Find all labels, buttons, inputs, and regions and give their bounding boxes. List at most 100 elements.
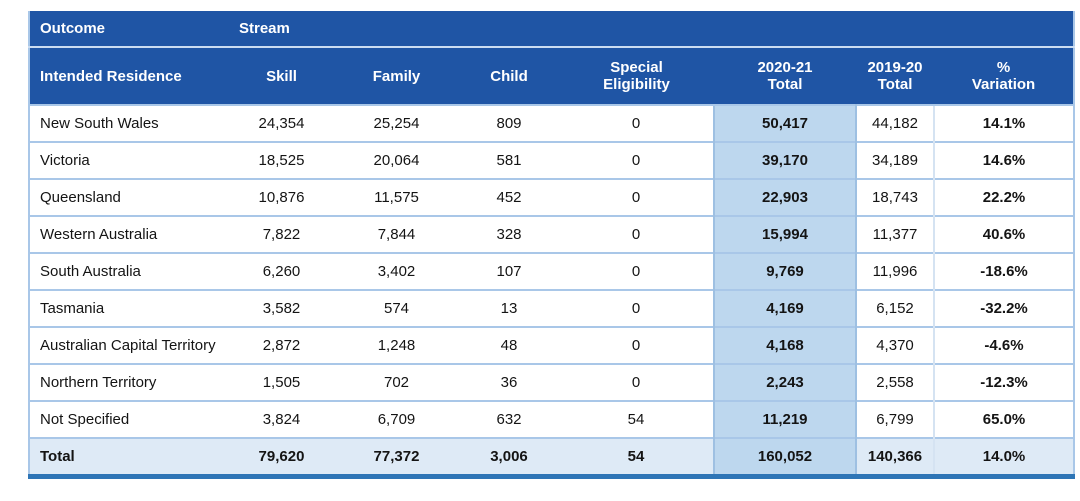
- cell-skill: 3,824: [229, 400, 334, 438]
- cell-special-eligibility: 0: [559, 178, 714, 216]
- column-header-special-eligibility: Special Eligibility: [559, 46, 714, 105]
- cell-family: 702: [334, 363, 459, 401]
- cell-2020-21-total: 9,769: [713, 252, 857, 290]
- cell-2019-20-total: 11,377: [856, 215, 934, 253]
- table-body: New South Wales 24,354 25,254 809 0 50,4…: [29, 104, 1075, 477]
- cell-2020-21-total: 4,168: [713, 326, 857, 364]
- cell-pct-variation: 14.6%: [932, 141, 1075, 179]
- cell-pct-variation: 65.0%: [932, 400, 1075, 438]
- cell-pct-variation: 40.6%: [932, 215, 1075, 253]
- cell-special-eligibility: 0: [559, 363, 714, 401]
- cell-family: 11,575: [334, 178, 459, 216]
- cell-pct-variation: -4.6%: [932, 326, 1075, 364]
- column-header-2020-21-total: 2020-21 Total: [714, 46, 856, 105]
- cell-special-eligibility: 0: [559, 141, 714, 179]
- row-label: Queensland: [29, 178, 229, 216]
- cell-skill: 2,872: [229, 326, 334, 364]
- cell-special-eligibility: 0: [559, 326, 714, 364]
- cell-2020-21-total: 39,170: [713, 141, 857, 179]
- cell-skill: 10,876: [229, 178, 334, 216]
- cell-special-eligibility: 54: [559, 437, 714, 477]
- cell-2019-20-total: 140,366: [856, 437, 934, 477]
- cell-child: 581: [459, 141, 559, 179]
- row-label: Tasmania: [29, 289, 229, 327]
- cell-pct-variation: -32.2%: [932, 289, 1075, 327]
- cell-special-eligibility: 54: [559, 400, 714, 438]
- cell-child: 36: [459, 363, 559, 401]
- cell-skill: 3,582: [229, 289, 334, 327]
- row-label: Total: [29, 437, 229, 477]
- row-label: New South Wales: [29, 104, 229, 142]
- table-row: Northern Territory 1,505 702 36 0 2,243 …: [29, 363, 1075, 401]
- column-header-pct-variation: % Variation: [934, 46, 1075, 105]
- cell-child: 632: [459, 400, 559, 438]
- column-header-family: Family: [334, 46, 459, 105]
- cell-pct-variation: -18.6%: [932, 252, 1075, 290]
- cell-family: 3,402: [334, 252, 459, 290]
- table-row: Queensland 10,876 11,575 452 0 22,903 18…: [29, 178, 1075, 216]
- cell-child: 107: [459, 252, 559, 290]
- cell-child: 809: [459, 104, 559, 142]
- row-label: Victoria: [29, 141, 229, 179]
- table-row: Australian Capital Territory 2,872 1,248…: [29, 326, 1075, 364]
- cell-2020-21-total: 22,903: [713, 178, 857, 216]
- cell-2019-20-total: 18,743: [856, 178, 934, 216]
- cell-family: 77,372: [334, 437, 459, 477]
- cell-skill: 1,505: [229, 363, 334, 401]
- cell-family: 25,254: [334, 104, 459, 142]
- row-label: Australian Capital Territory: [29, 326, 229, 364]
- header-group-row: Outcome Stream: [29, 11, 1075, 47]
- cell-pct-variation: -12.3%: [932, 363, 1075, 401]
- table-row: New South Wales 24,354 25,254 809 0 50,4…: [29, 104, 1075, 142]
- column-header-skill: Skill: [229, 46, 334, 105]
- cell-family: 574: [334, 289, 459, 327]
- header-columns-row: Intended Residence Skill Family Child Sp…: [29, 46, 1075, 105]
- cell-skill: 18,525: [229, 141, 334, 179]
- cell-family: 7,844: [334, 215, 459, 253]
- cell-2019-20-total: 6,799: [856, 400, 934, 438]
- cell-2020-21-total: 2,243: [713, 363, 857, 401]
- row-label: Not Specified: [29, 400, 229, 438]
- cell-child: 452: [459, 178, 559, 216]
- total-row: Total 79,620 77,372 3,006 54 160,052 140…: [29, 437, 1075, 477]
- row-label: Northern Territory: [29, 363, 229, 401]
- table-row: Western Australia 7,822 7,844 328 0 15,9…: [29, 215, 1075, 253]
- column-header-intended-residence: Intended Residence: [29, 46, 229, 105]
- cell-skill: 6,260: [229, 252, 334, 290]
- table-header: Outcome Stream Intended Residence Skill …: [29, 11, 1075, 105]
- cell-special-eligibility: 0: [559, 104, 714, 142]
- cell-2019-20-total: 34,189: [856, 141, 934, 179]
- cell-special-eligibility: 0: [559, 252, 714, 290]
- cell-special-eligibility: 0: [559, 215, 714, 253]
- cell-2020-21-total: 50,417: [713, 104, 857, 142]
- table-row: South Australia 6,260 3,402 107 0 9,769 …: [29, 252, 1075, 290]
- header-stream: Stream: [229, 11, 1075, 47]
- cell-family: 6,709: [334, 400, 459, 438]
- cell-child: 3,006: [459, 437, 559, 477]
- column-header-child: Child: [459, 46, 559, 105]
- migration-outcome-table: Outcome Stream Intended Residence Skill …: [28, 11, 1076, 479]
- table-row: Victoria 18,525 20,064 581 0 39,170 34,1…: [29, 141, 1075, 179]
- cell-skill: 7,822: [229, 215, 334, 253]
- table-row: Not Specified 3,824 6,709 632 54 11,219 …: [29, 400, 1075, 438]
- cell-child: 328: [459, 215, 559, 253]
- cell-child: 48: [459, 326, 559, 364]
- cell-pct-variation: 14.1%: [932, 104, 1075, 142]
- cell-2020-21-total: 11,219: [713, 400, 857, 438]
- table-row: Tasmania 3,582 574 13 0 4,169 6,152 -32.…: [29, 289, 1075, 327]
- cell-pct-variation: 14.0%: [932, 437, 1075, 477]
- cell-special-eligibility: 0: [559, 289, 714, 327]
- cell-pct-variation: 22.2%: [932, 178, 1075, 216]
- row-label: South Australia: [29, 252, 229, 290]
- header-outcome: Outcome: [29, 11, 229, 47]
- cell-skill: 79,620: [229, 437, 334, 477]
- cell-2020-21-total: 4,169: [713, 289, 857, 327]
- cell-child: 13: [459, 289, 559, 327]
- cell-2020-21-total: 160,052: [713, 437, 857, 477]
- cell-2019-20-total: 4,370: [856, 326, 934, 364]
- cell-family: 20,064: [334, 141, 459, 179]
- row-label: Western Australia: [29, 215, 229, 253]
- cell-2019-20-total: 11,996: [856, 252, 934, 290]
- column-header-2019-20-total: 2019-20 Total: [856, 46, 934, 105]
